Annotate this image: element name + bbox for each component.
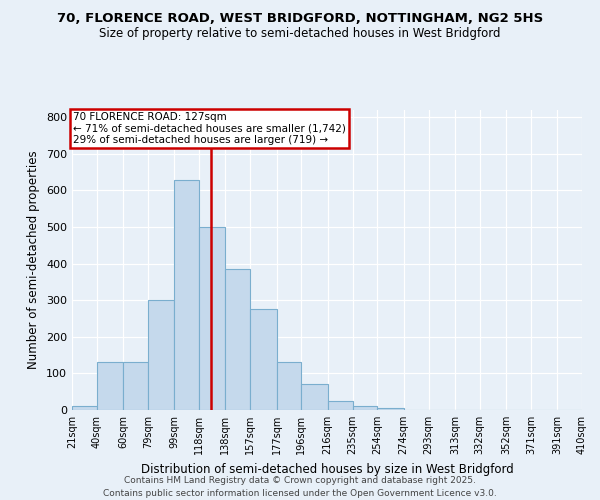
Bar	[250, 310, 277, 410]
Bar	[301, 384, 328, 410]
Bar	[328, 401, 353, 410]
Text: 70, FLORENCE ROAD, WEST BRIDGFORD, NOTTINGHAM, NG2 5HS: 70, FLORENCE ROAD, WEST BRIDGFORD, NOTTI…	[57, 12, 543, 26]
Bar	[377, 408, 404, 410]
Bar	[72, 406, 97, 410]
Bar	[199, 227, 226, 410]
Bar	[226, 269, 250, 410]
Y-axis label: Number of semi-detached properties: Number of semi-detached properties	[28, 150, 40, 370]
Bar	[97, 362, 123, 410]
Text: Contains HM Land Registry data © Crown copyright and database right 2025.
Contai: Contains HM Land Registry data © Crown c…	[103, 476, 497, 498]
Bar	[277, 362, 301, 410]
Text: Size of property relative to semi-detached houses in West Bridgford: Size of property relative to semi-detach…	[99, 28, 501, 40]
Bar	[174, 180, 199, 410]
Text: 70 FLORENCE ROAD: 127sqm
← 71% of semi-detached houses are smaller (1,742)
29% o: 70 FLORENCE ROAD: 127sqm ← 71% of semi-d…	[73, 112, 346, 145]
Bar	[353, 406, 377, 410]
Bar	[123, 362, 148, 410]
X-axis label: Distribution of semi-detached houses by size in West Bridgford: Distribution of semi-detached houses by …	[140, 462, 514, 475]
Bar	[148, 300, 174, 410]
